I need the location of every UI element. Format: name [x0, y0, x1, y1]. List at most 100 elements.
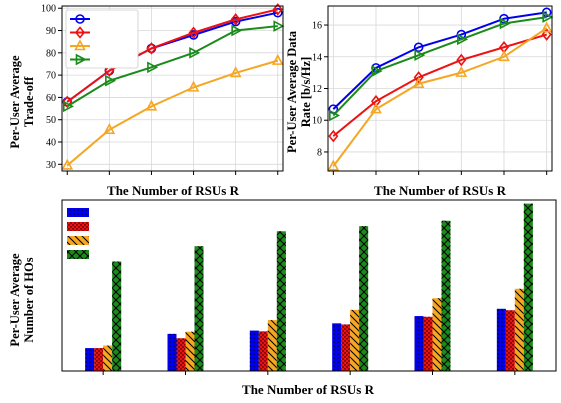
bar-pattern-fmarl — [176, 338, 186, 371]
data-point-imarl — [370, 102, 382, 114]
legend-swatch-pattern-cdrl — [67, 250, 89, 259]
y-tick-label: 30 — [46, 160, 56, 171]
chart0-ylabel-line1: Per-User Average — [8, 55, 22, 149]
bar-pattern-fmarl — [94, 348, 104, 371]
bar-pattern-cdrl — [441, 220, 451, 371]
bar-pattern-proposed — [496, 308, 506, 371]
bar-pattern-cdrl — [112, 261, 122, 371]
chart2-xlabel: The Number of RSUs R — [242, 382, 375, 397]
series-line-cdrl — [66, 25, 278, 108]
data-point-fmarl — [188, 26, 199, 40]
legend-swatch-pattern-fmarl — [67, 222, 89, 231]
legend-marker-proposed — [75, 14, 85, 24]
legend-swatch-pattern-proposed — [67, 208, 89, 217]
legend-swatch-pattern-imarl — [67, 236, 89, 245]
legend-box — [65, 9, 139, 69]
chart0-ylabel-line2: Trade-off — [22, 76, 36, 127]
plot-frame — [61, 5, 284, 172]
y-tick-label: 70 — [46, 71, 56, 82]
bar-pattern-cdrl — [276, 231, 286, 371]
series-line-fmarl — [66, 8, 278, 103]
data-point-fmarl — [456, 53, 467, 67]
y-tick-label: 100 — [41, 4, 56, 15]
data-point-cdrl — [231, 24, 243, 37]
y-tick-label: 12 — [312, 84, 322, 95]
tradeoff-line-chart: Per-User Average Trade-off The Number of… — [8, 3, 285, 198]
bar-pattern-imarl — [514, 288, 524, 371]
data-point-cdrl — [62, 100, 74, 113]
bar-pattern-fmarl — [258, 331, 268, 371]
bar-pattern-fmarl — [423, 316, 433, 371]
data-point-fmarl — [370, 94, 382, 108]
bar-pattern-imarl — [103, 345, 113, 371]
y-tick-label: 14 — [312, 52, 322, 63]
chart1-ylabel-line2: Rate [b/s/Hz] — [299, 57, 313, 127]
series-line-imarl — [66, 59, 279, 167]
chart2-ylabel-line2: Number of HOs — [22, 257, 36, 342]
series-line-cdrl — [332, 16, 547, 117]
data-point-imarl — [187, 80, 200, 92]
legend-marker-cdrl — [75, 53, 87, 66]
bar-pattern-imarl — [185, 331, 195, 371]
data-point-cdrl — [329, 109, 341, 122]
bar-pattern-cdrl — [523, 203, 533, 371]
bar-pattern-proposed — [414, 316, 424, 371]
data-point-fmarl — [62, 95, 73, 109]
y-tick-label: 8 — [317, 147, 322, 158]
y-tick-label: 40 — [46, 138, 56, 149]
y-tick-label: 16 — [312, 21, 322, 32]
chart2-ylabel-line1: Per-User Average — [8, 253, 22, 347]
chart1-xlabel: The Number of RSUs R — [374, 183, 507, 198]
data-point-cdrl — [457, 33, 469, 46]
data-point-imarl — [271, 53, 284, 65]
data-point-fmarl — [413, 71, 424, 84]
data-point-imarl — [145, 99, 158, 111]
series-line-proposed — [332, 11, 547, 110]
bar-pattern-proposed — [332, 323, 342, 371]
chart0-xlabel: The Number of RSUs R — [107, 183, 240, 198]
data-point-fmarl — [272, 3, 283, 16]
bar-pattern-imarl — [350, 309, 360, 371]
data-point-proposed — [413, 42, 424, 53]
plot-frame — [61, 199, 557, 372]
bar-pattern-proposed — [85, 348, 95, 371]
bar-pattern-cdrl — [359, 226, 369, 371]
data-point-cdrl — [542, 11, 554, 23]
plot-frame — [327, 5, 553, 172]
bar-pattern-imarl — [432, 298, 442, 371]
y-tick-label: 80 — [46, 48, 56, 59]
data-point-cdrl — [273, 20, 285, 32]
bar-pattern-fmarl — [505, 310, 515, 371]
data-point-cdrl — [414, 49, 426, 62]
data-point-fmarl — [104, 64, 115, 77]
y-tick-label: 50 — [46, 115, 56, 126]
y-tick-label: 10 — [312, 116, 322, 127]
bar-pattern-proposed — [167, 333, 177, 371]
data-point-cdrl — [189, 46, 201, 59]
data-point-imarl — [229, 66, 242, 78]
data-point-proposed — [272, 7, 283, 18]
plot-area — [62, 200, 556, 371]
data-point-imarl — [540, 21, 553, 33]
data-point-fmarl — [328, 129, 339, 143]
y-tick-label: 60 — [46, 93, 56, 104]
legend-marker-imarl — [74, 39, 86, 51]
bar-pattern-cdrl — [194, 246, 204, 371]
data-point-imarl — [103, 123, 116, 135]
data-rate-line-chart: Per-User Average Data Rate [b/s/Hz] The … — [285, 5, 554, 198]
data-point-imarl — [327, 159, 340, 171]
bar-pattern-proposed — [249, 330, 259, 371]
data-point-fmarl — [230, 13, 241, 26]
y-tick-label: 90 — [46, 26, 56, 37]
series-line-imarl — [332, 27, 548, 167]
data-point-imarl — [455, 65, 468, 77]
bar-pattern-fmarl — [341, 324, 351, 371]
series-line-fmarl — [332, 33, 547, 137]
data-point-cdrl — [499, 17, 511, 30]
data-point-fmarl — [146, 42, 157, 55]
data-point-imarl — [61, 158, 74, 170]
chart1-ylabel-line1: Per-User Average Data — [285, 30, 299, 153]
handover-bar-chart: Per-User Average Number of HOs The Numbe… — [8, 199, 557, 397]
bar-pattern-imarl — [267, 320, 277, 371]
